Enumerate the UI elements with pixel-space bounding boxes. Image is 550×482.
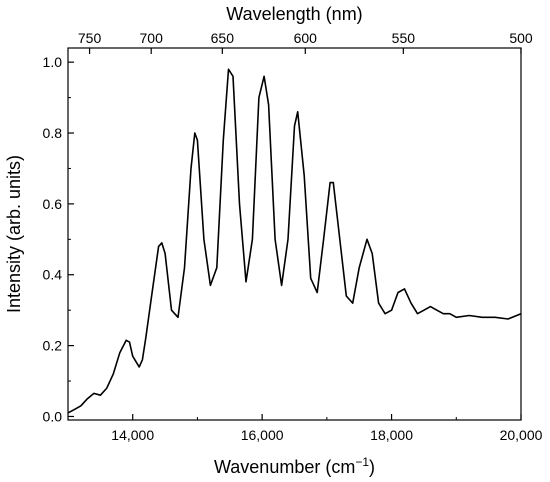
top-tick-label: 750 bbox=[78, 30, 102, 46]
top-tick-label: 500 bbox=[509, 30, 533, 46]
left-axis-ticks: 0.0 0.2 0.4 0.6 0.8 1.0 bbox=[43, 54, 74, 424]
top-tick-label: 600 bbox=[294, 30, 318, 46]
top-tick-label: 700 bbox=[140, 30, 164, 46]
x-tick-label: 20,000 bbox=[500, 427, 543, 443]
x-tick-label: 16,000 bbox=[241, 427, 284, 443]
x-tick-label: 14,000 bbox=[111, 427, 154, 443]
top-axis-title: Wavelength (nm) bbox=[226, 4, 362, 24]
top-axis-ticks: 750 700 650 600 550 500 bbox=[78, 30, 533, 54]
y-tick-label: 0.4 bbox=[43, 267, 63, 283]
y-axis-title: Intensity (arb. units) bbox=[4, 155, 24, 313]
plot-frame bbox=[67, 47, 522, 421]
top-tick-label: 650 bbox=[211, 30, 235, 46]
x-axis-title-text: Wavenumber (cm bbox=[214, 457, 355, 477]
spectrum-line bbox=[67, 68, 522, 414]
x-axis-title-close: ) bbox=[369, 457, 375, 477]
x-axis-title-exponent: −1 bbox=[355, 455, 369, 469]
y-tick-label: 0.0 bbox=[43, 408, 63, 424]
y-tick-label: 0.6 bbox=[43, 196, 63, 212]
y-tick-label: 1.0 bbox=[43, 54, 63, 70]
x-tick-label: 18,000 bbox=[370, 427, 413, 443]
y-tick-label: 0.2 bbox=[43, 338, 63, 354]
y-tick-label: 0.8 bbox=[43, 125, 63, 141]
x-axis-title: Wavenumber (cm−1) bbox=[214, 455, 375, 477]
bottom-axis-ticks: 14,000 16,000 18,000 20,000 bbox=[67, 414, 543, 443]
top-tick-label: 550 bbox=[392, 30, 416, 46]
